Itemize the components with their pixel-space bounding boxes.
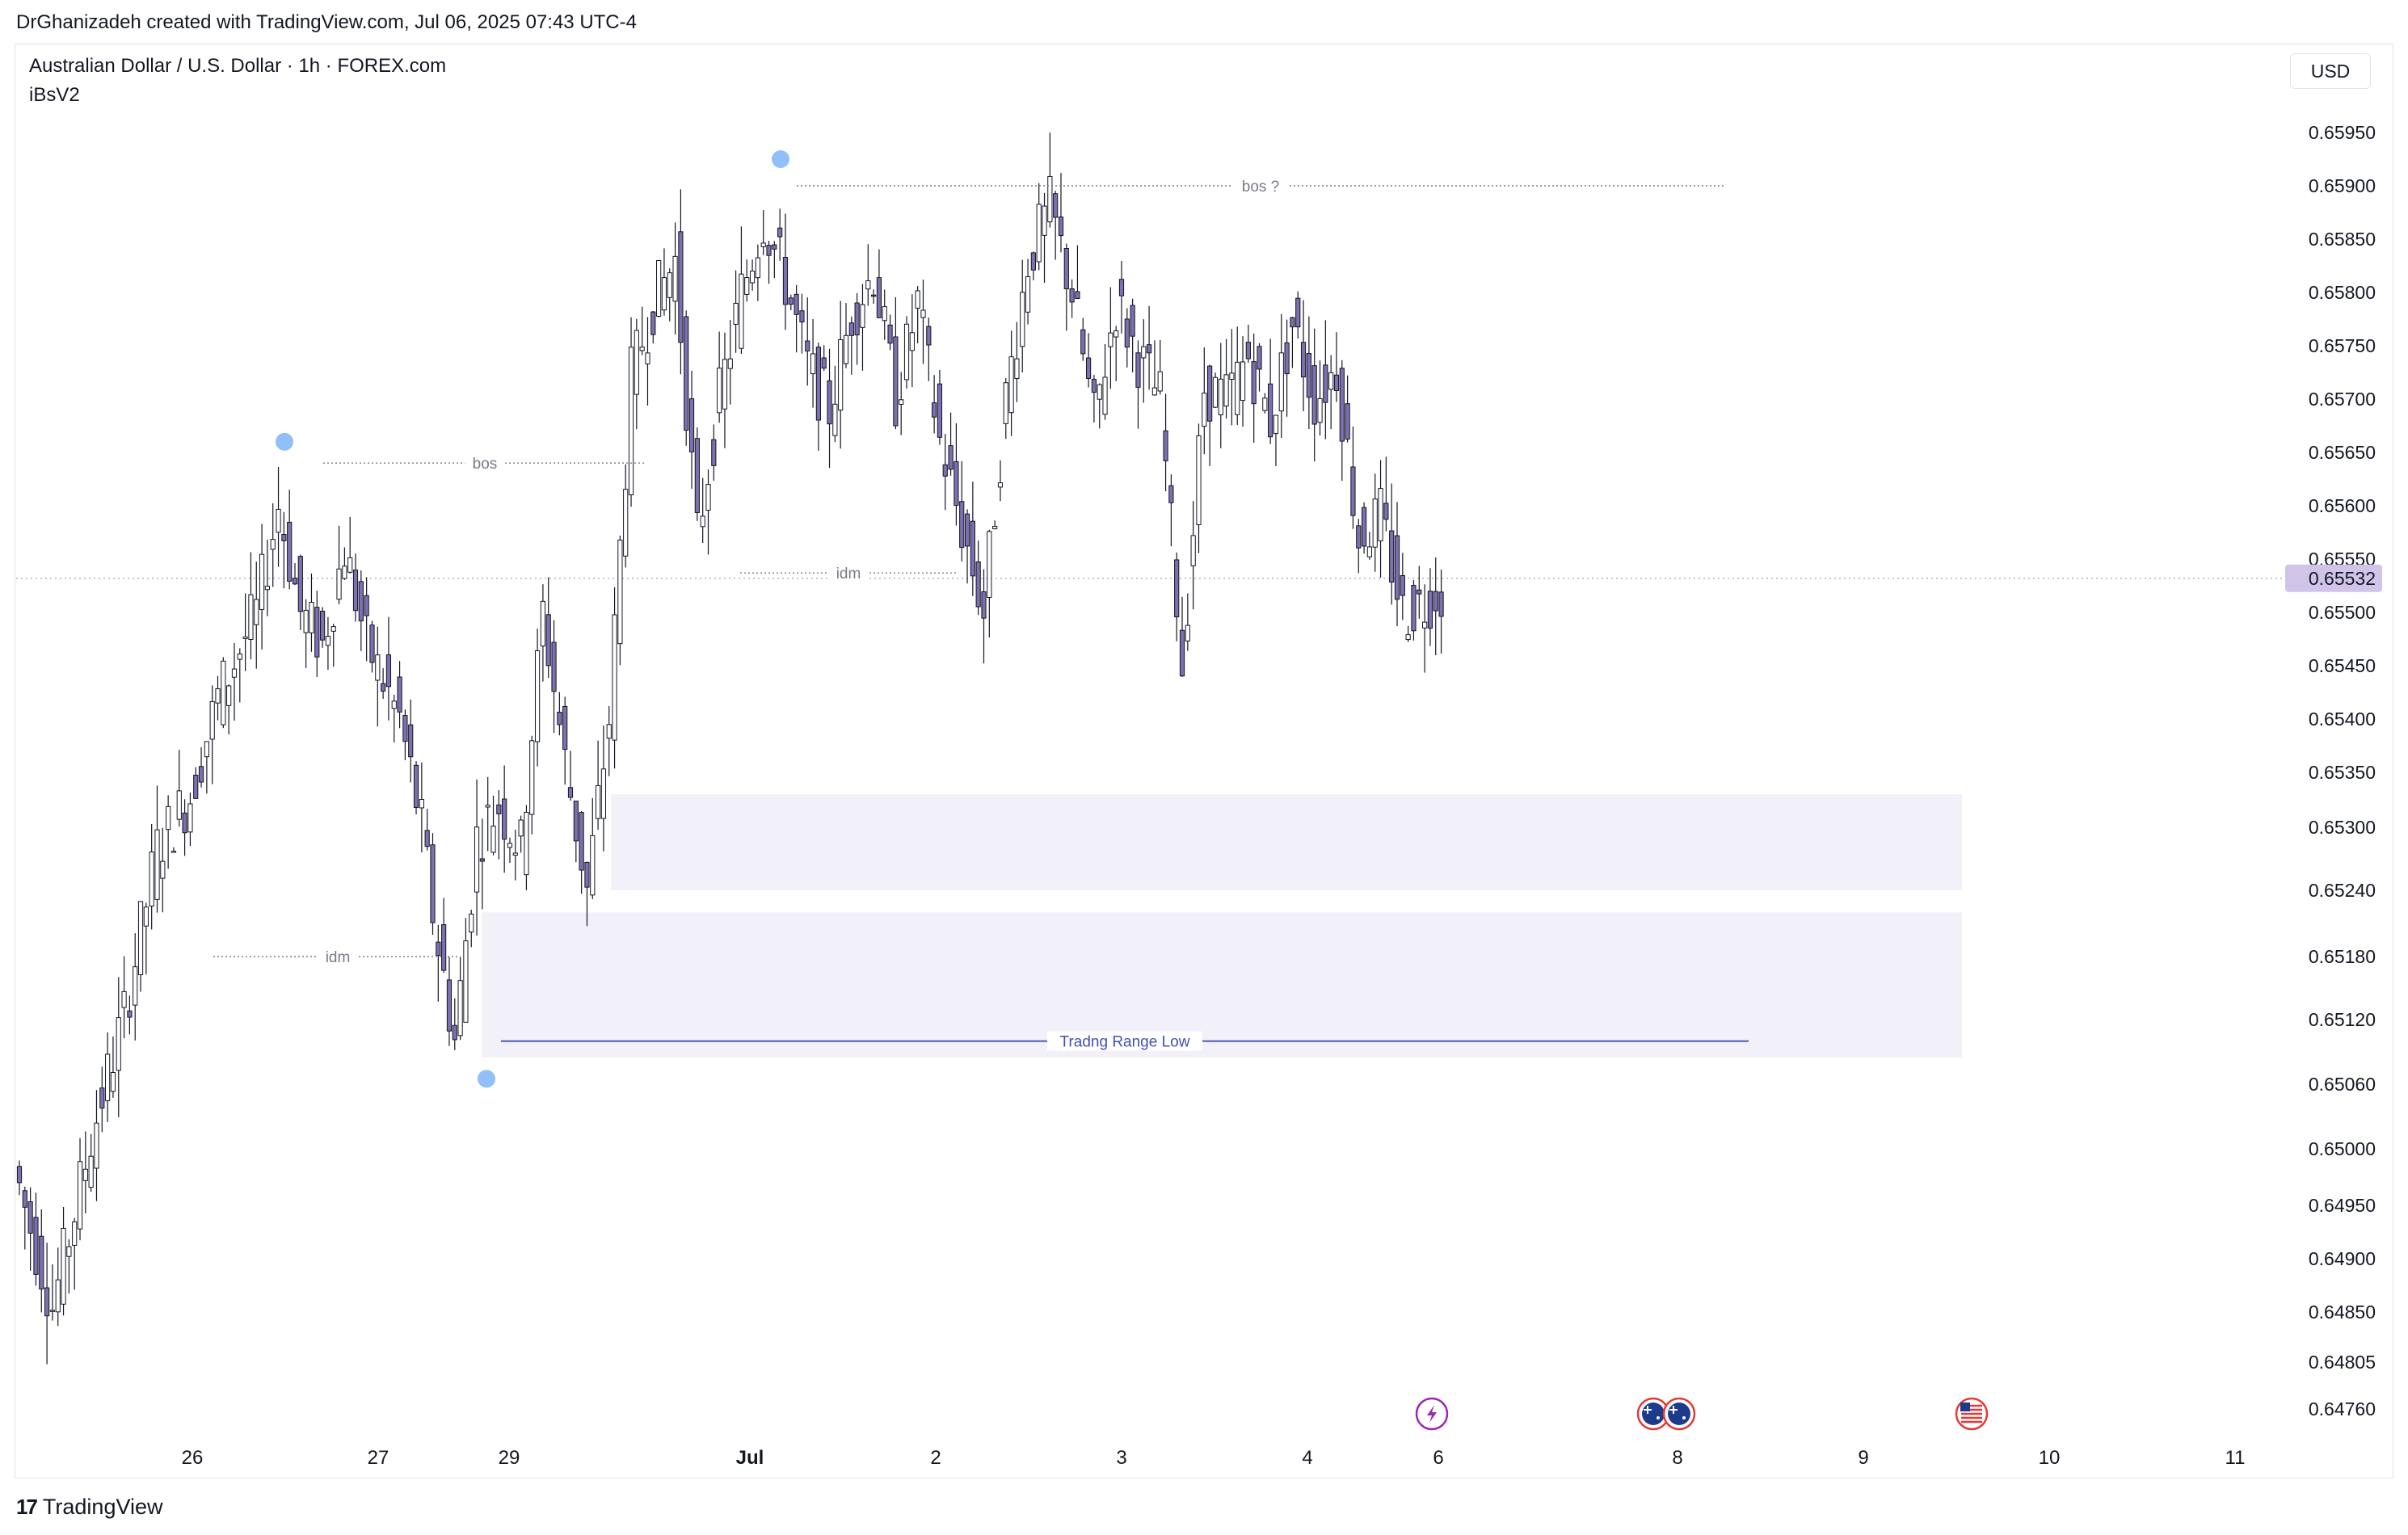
symbol-title[interactable]: Australian Dollar / U.S. Dollar · 1h · F… [29, 55, 447, 77]
chart-panel[interactable] [15, 44, 2393, 1478]
indicator-name[interactable]: iBsV2 [29, 84, 80, 106]
tradingview-logo[interactable]: 17 TradingView [16, 1495, 163, 1520]
currency-button[interactable]: USD [2290, 53, 2371, 89]
tradingview-logo-icon: 17 [16, 1495, 38, 1519]
brand-name: TradingView [42, 1495, 163, 1519]
chart-attribution: DrGhanizadeh created with TradingView.co… [16, 11, 637, 33]
